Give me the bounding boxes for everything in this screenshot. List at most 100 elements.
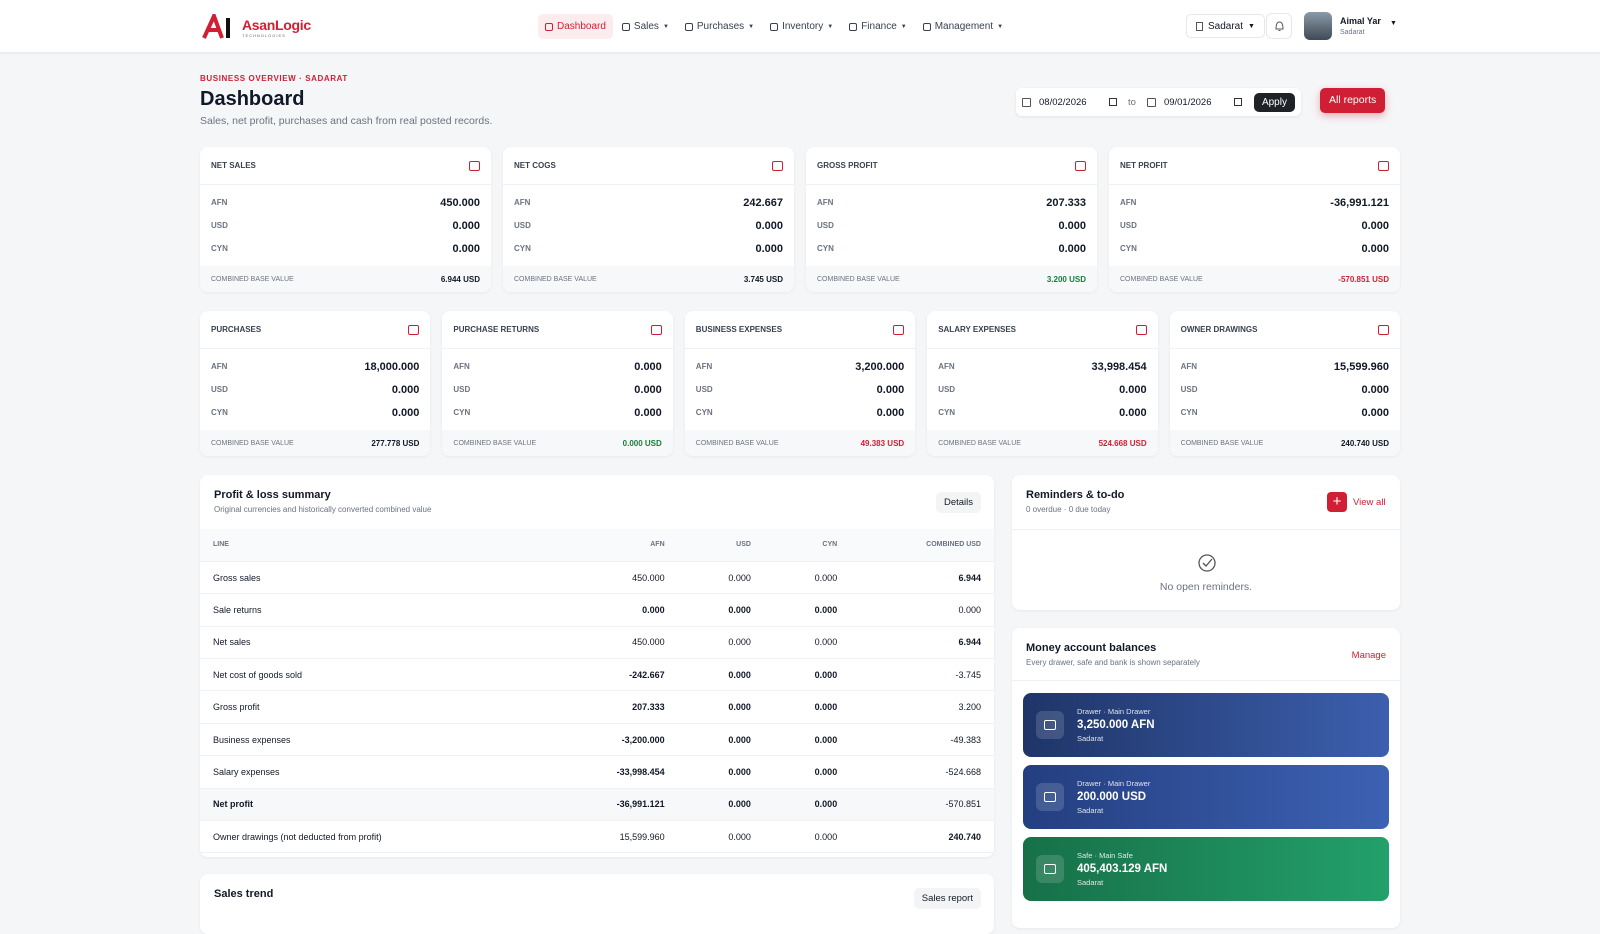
amount-cell: 15,599.960 — [545, 820, 678, 854]
card-header: SALARY EXPENSES — [927, 311, 1158, 349]
amount: 0.000 — [452, 219, 480, 232]
details-button[interactable]: Details — [935, 492, 981, 513]
nav-item[interactable]: Management ▼ — [916, 14, 1010, 39]
page-subtitle: Sales, net profit, purchases and cash fr… — [200, 115, 493, 127]
amount: 0.000 — [634, 406, 662, 419]
line-cell: Gross profit — [200, 690, 546, 724]
pl-title: Profit & loss summary — [214, 489, 331, 501]
nav-item[interactable]: Finance ▼ — [842, 14, 914, 39]
amount-cell: 0.000 — [763, 626, 851, 660]
amount-cell: 0.000 — [677, 658, 764, 692]
currency: USD — [938, 385, 956, 394]
pl-row: Net sales 450.000 0.000 0.000 6.944 — [200, 626, 994, 660]
currency: CYN — [695, 408, 713, 417]
manage-link[interactable]: Manage — [1351, 650, 1386, 661]
amount-cell: 0.000 — [677, 593, 764, 627]
amount-cell: 0.000 — [763, 788, 851, 822]
amount-cell: -49.383 — [850, 723, 994, 757]
date-from[interactable]: 08/02/2026 — [1039, 96, 1087, 108]
brand-name[interactable]: AsanLogic — [242, 16, 311, 33]
card-header: NET COGS — [503, 147, 794, 185]
account-type: Drawer · Main Drawer — [1077, 707, 1151, 716]
currency-row: AFN 18,000.000 — [200, 355, 430, 378]
user[interactable]: Aimal Yar Sadarat — [1340, 16, 1381, 36]
account-card[interactable]: Drawer · Main Drawer 200.000 USD Sadarat — [1023, 765, 1389, 829]
date-picker[interactable] — [1109, 98, 1117, 106]
amount-cell: 240.740 — [850, 820, 994, 854]
card-rows: AFN 242.667 USD 0.000 CYN 0.000 — [503, 185, 794, 260]
currency-row: CYN 0.000 — [200, 237, 491, 260]
account-text: Drawer · Main Drawer 200.000 USD Sadarat — [1077, 779, 1150, 815]
amount-cell: -524.668 — [850, 755, 994, 789]
amount-cell: -3.745 — [850, 658, 994, 692]
pl-card: Profit & loss summary Original currencie… — [200, 475, 994, 857]
card-footer: COMBINED BASE VALUE 277.778 USD — [200, 430, 431, 456]
nav-icon — [545, 22, 553, 31]
account-amount: 405,403.129 AFN — [1077, 863, 1168, 875]
amount-cell: 0.000 — [545, 593, 678, 627]
pl-row: Net profit -36,991.121 0.000 0.000 -570.851 — [200, 788, 994, 822]
line-cell: Net sales — [200, 626, 546, 660]
apply-button[interactable]: Apply — [1253, 92, 1295, 112]
amount: -36,991.121 — [1330, 196, 1389, 209]
card-icon — [1075, 160, 1086, 171]
amount-cell: 207.333 — [545, 690, 678, 724]
date-to[interactable]: 09/01/2026 — [1163, 96, 1212, 108]
sales-report-button[interactable]: Sales report — [913, 888, 981, 909]
nav-item[interactable]: Purchases ▼ — [678, 14, 761, 39]
nav-item[interactable]: Inventory ▼ — [763, 14, 840, 39]
amount-cell: 6.944 — [850, 626, 994, 660]
line-cell: Salary expenses — [200, 755, 546, 789]
amount: 33,998.454 — [1091, 360, 1147, 373]
amount: 0.000 — [1361, 219, 1389, 232]
line-cell: Gross sales — [200, 561, 546, 595]
column-header: LINE — [200, 529, 546, 562]
currency: USD — [1180, 385, 1198, 394]
amount-cell: 450.000 — [545, 626, 678, 660]
account-card[interactable]: Drawer · Main Drawer 3,250.000 AFN Sadarat — [1023, 693, 1389, 757]
currency: USD — [514, 221, 531, 230]
amount-cell: 0.000 — [677, 690, 764, 724]
column-header: AFN — [545, 529, 678, 562]
amount-cell: 0.000 — [763, 755, 851, 789]
summary-card: NET COGS AFN 242.667 USD 0.000 CYN 0.000 COMBIN… — [503, 147, 794, 292]
base-value: 6.944 USD — [440, 274, 480, 284]
pl-row: Business expenses -3,200.000 0.000 0.000 -49… — [200, 723, 994, 757]
line-cell: Net cost of goods sold — [200, 658, 546, 692]
avatar[interactable] — [1304, 12, 1332, 40]
account-card[interactable]: Safe · Main Safe 405,403.129 AFN Sadarat — [1023, 837, 1389, 901]
card-title: NET COGS — [514, 161, 556, 170]
date-picker[interactable] — [1233, 98, 1242, 106]
account-type: Drawer · Main Drawer — [1077, 779, 1151, 788]
currency-row: CYN 0.000 — [1170, 401, 1400, 424]
nav-item[interactable]: Dashboard — [538, 14, 613, 39]
nav-item[interactable]: Sales ▼ — [615, 14, 676, 39]
base-label: COMBINED BASE VALUE — [453, 439, 537, 447]
card-rows: AFN 3,200.000 USD 0.000 CYN 0.000 — [685, 349, 915, 424]
currency-row: AFN 0.000 — [442, 355, 672, 378]
card-footer: COMBINED BASE VALUE 3.745 USD — [503, 266, 794, 292]
branch-select[interactable]: Sadarat ▼ — [1186, 14, 1265, 38]
account-text: Safe · Main Safe 405,403.129 AFN Sadarat — [1077, 851, 1167, 887]
brand[interactable]: AsanLogic TECHNOLOGIES — [202, 14, 311, 40]
card-footer: COMBINED BASE VALUE -570.851 USD — [1109, 266, 1400, 292]
user-caret[interactable]: ▼ — [1390, 20, 1397, 27]
currency: CYN — [938, 408, 956, 417]
notifications[interactable] — [1266, 13, 1292, 39]
account-type: Safe · Main Safe — [1077, 851, 1133, 860]
all-reports-button[interactable]: All reports — [1320, 88, 1386, 113]
card-icon — [650, 324, 662, 335]
money-title: Money account balances — [1026, 642, 1157, 654]
card-title: PURCHASE RETURNS — [453, 325, 540, 334]
caret: ▼ — [662, 23, 669, 30]
card-footer: COMBINED BASE VALUE 49.383 USD — [684, 430, 916, 456]
account-icon — [1036, 783, 1064, 811]
view-all-link[interactable]: View all — [1353, 497, 1386, 508]
summary-card: SALARY EXPENSES AFN 33,998.454 USD 0.000 CYN 0… — [927, 311, 1158, 456]
base-value: 49.383 USD — [860, 438, 905, 448]
user-branch: Sadarat — [1340, 29, 1365, 36]
date-separator: to — [1128, 96, 1136, 108]
currency: CYN — [453, 408, 471, 417]
currency-row: CYN 0.000 — [442, 401, 672, 424]
add-reminder[interactable]: + — [1327, 492, 1347, 512]
